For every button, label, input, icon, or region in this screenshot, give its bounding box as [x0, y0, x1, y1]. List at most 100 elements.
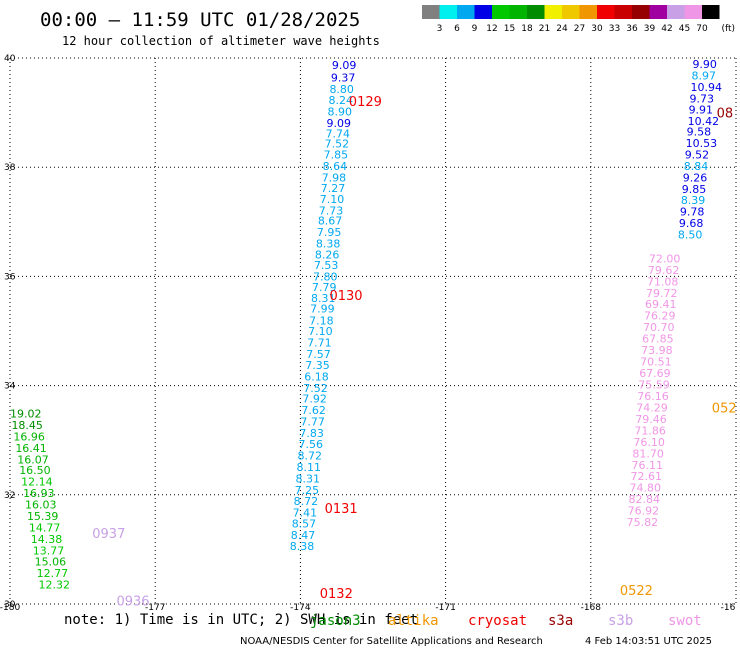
wave-height-value: 9.68	[679, 217, 704, 230]
wave-height-value: 9.85	[682, 183, 707, 196]
wave-height-value: 7.41	[293, 506, 318, 519]
colorbar-swatch	[422, 5, 440, 19]
colorbar-swatch	[667, 5, 685, 19]
colorbar-label: 42	[661, 24, 672, 34]
legend-satellite: altika	[388, 613, 439, 629]
wave-height-value: 7.10	[308, 325, 333, 338]
wave-height-value: 74.80	[630, 482, 662, 495]
wave-height-value: 71.08	[647, 275, 679, 288]
wave-height-value: 12.77	[37, 567, 68, 580]
time-label: 0936	[116, 595, 149, 610]
wave-height-value: 7.52	[303, 382, 328, 395]
colorbar-swatch	[544, 5, 562, 19]
colorbar-swatch	[649, 5, 667, 19]
footer-timestamp: 4 Feb 14:03:51 UTC 2025	[585, 636, 712, 647]
wave-height-value: 7.25	[295, 484, 320, 497]
wave-height-value: 16.50	[19, 464, 51, 477]
wave-height-value: 76.92	[628, 505, 660, 518]
time-label: 052	[712, 401, 737, 416]
colorbar-swatch	[614, 5, 632, 19]
colorbar-swatch	[492, 5, 510, 19]
colorbar-label: 45	[679, 24, 690, 34]
wave-height-value: 9.37	[331, 72, 356, 85]
colorbar-swatch	[457, 5, 475, 19]
x-tick-label: -16	[721, 603, 736, 613]
wave-height-value: 7.79	[312, 281, 337, 294]
colorbar-swatch	[474, 5, 492, 19]
colorbar-label: 36	[626, 24, 638, 34]
wave-height-value: 72.61	[630, 470, 662, 483]
colorbar-swatch	[439, 5, 457, 19]
colorbar-swatch	[562, 5, 580, 19]
wave-height-value: 8.39	[681, 194, 706, 207]
wave-height-value: 67.85	[642, 333, 674, 346]
wave-height-value: 16.03	[25, 499, 56, 512]
wave-height-value: 7.10	[320, 193, 345, 206]
wave-height-value: 10.42	[688, 115, 720, 128]
wave-height-value: 12.32	[39, 578, 71, 591]
x-tick-label: -171	[435, 603, 455, 613]
wave-height-value: 8.80	[329, 83, 354, 96]
colorbar-label: 30	[591, 24, 603, 34]
wave-height-value: 76.11	[631, 459, 663, 472]
wave-height-value: 76.10	[633, 436, 665, 449]
wave-height-value: 16.07	[17, 453, 49, 466]
wave-height-value: 7.52	[325, 138, 350, 151]
colorbar: 3 6 9 12 15 18 21 24 27 30 33 36 39 42 45 70 (ft)	[422, 5, 735, 34]
time-label: 0937	[92, 527, 125, 542]
wave-height-value: 7.83	[299, 427, 324, 440]
wave-height-value: 8.47	[291, 529, 316, 542]
data-points: 9.099.378.808.248.909.097.747.527.858.64…	[10, 58, 722, 591]
wave-height-value: 8.24	[328, 94, 353, 107]
colorbar-label: 70	[696, 24, 708, 34]
wave-height-value: 70.70	[643, 321, 675, 334]
wave-height-value: 9.52	[685, 149, 710, 162]
wave-height-value: 73.98	[641, 344, 673, 357]
wave-height-value: 9.58	[687, 126, 712, 139]
wave-height-value: 8.90	[328, 106, 353, 119]
time-label: 0129	[349, 95, 382, 110]
wave-height-value: 81.70	[632, 447, 664, 460]
wave-height-value: 15.39	[27, 510, 59, 523]
time-label: 0522	[620, 584, 653, 599]
colorbar-swatch	[509, 5, 527, 19]
colorbar-label: 3	[437, 24, 443, 34]
colorbar-label: 18	[521, 24, 533, 34]
wave-height-value: 7.71	[307, 336, 332, 349]
chart-subtitle: 12 hour collection of altimeter wave hei…	[62, 34, 380, 48]
time-label: 0132	[320, 587, 353, 602]
colorbar-swatch	[632, 5, 650, 19]
y-tick-label: 32	[4, 491, 15, 501]
colorbar-label: 39	[644, 24, 656, 34]
legend-satellite: jason3	[310, 613, 361, 629]
colorbar-label: 27	[574, 24, 585, 34]
wave-height-value: 8.38	[290, 540, 315, 553]
wave-height-value: 74.29	[636, 401, 668, 414]
wave-height-value: 7.62	[301, 404, 326, 417]
legend-satellite: s3b	[608, 613, 633, 629]
time-label: 0131	[325, 502, 358, 517]
wave-height-value: 7.18	[309, 315, 334, 328]
wave-height-value: 7.73	[319, 204, 344, 217]
time-label: 08	[717, 107, 734, 122]
y-tick-label: 40	[4, 54, 16, 64]
chart-title: 00:00 – 11:59 UTC 01/28/2025	[40, 9, 360, 31]
colorbar-unit: (ft)	[722, 24, 736, 34]
wave-height-value: 8.64	[323, 160, 348, 173]
wave-height-value: 8.31	[296, 472, 321, 485]
x-tick-label: -168	[581, 603, 602, 613]
wave-height-value: 9.91	[689, 103, 714, 116]
wave-height-value: 76.29	[644, 310, 676, 323]
wave-height-value: 9.73	[690, 92, 715, 105]
wave-height-value: 8.97	[691, 69, 716, 82]
y-tick-label: 34	[4, 382, 16, 392]
wave-height-value: 75.82	[627, 516, 659, 529]
x-tick-label: -174	[290, 603, 311, 613]
wave-height-value: 7.56	[298, 438, 323, 451]
wave-height-value: 12.14	[21, 476, 53, 489]
colorbar-swatch	[702, 5, 720, 19]
axis-ticks: -180 -177 -174 -171 -168 -16 40 38 36 34 32 30	[0, 54, 736, 613]
wave-height-value: 16.41	[15, 442, 47, 455]
wave-height-value: 82.84	[629, 493, 661, 506]
wave-height-value: 10.53	[686, 137, 718, 150]
